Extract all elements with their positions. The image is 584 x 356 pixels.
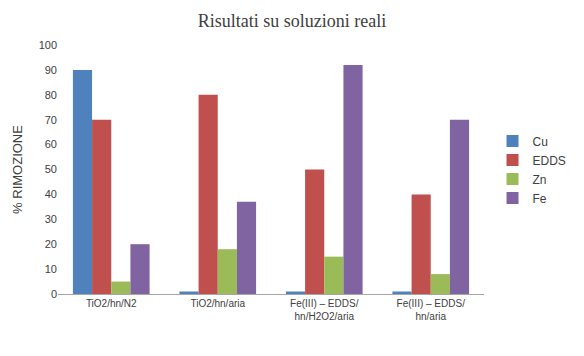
svg-text:80: 80 bbox=[45, 89, 57, 101]
svg-text:0: 0 bbox=[51, 288, 57, 300]
svg-text:EDDS: EDDS bbox=[533, 154, 566, 168]
svg-text:100: 100 bbox=[39, 39, 57, 51]
svg-text:TiO2/hn/aria: TiO2/hn/aria bbox=[190, 298, 245, 309]
svg-text:70: 70 bbox=[45, 114, 57, 126]
svg-text:Cu: Cu bbox=[533, 135, 548, 149]
svg-text:60: 60 bbox=[45, 138, 57, 150]
svg-text:Fe(III) – EDDS/hn/aria: Fe(III) – EDDS/hn/aria bbox=[397, 298, 466, 322]
svg-text:Fe: Fe bbox=[533, 192, 547, 206]
svg-text:TiO2/hn/N2: TiO2/hn/N2 bbox=[86, 298, 137, 309]
svg-text:20: 20 bbox=[45, 238, 57, 250]
svg-text:Fe(III) – EDDS/hn/H2O2/aria: Fe(III) – EDDS/hn/H2O2/aria bbox=[290, 298, 359, 322]
svg-text:50: 50 bbox=[45, 163, 57, 175]
svg-text:10: 10 bbox=[45, 263, 57, 275]
svg-text:Risultati su soluzioni reali: Risultati su soluzioni reali bbox=[198, 11, 386, 31]
svg-text:90: 90 bbox=[45, 64, 57, 76]
svg-text:Zn: Zn bbox=[533, 173, 547, 187]
svg-text:40: 40 bbox=[45, 188, 57, 200]
svg-text:% RIMOZIONE: % RIMOZIONE bbox=[10, 125, 25, 214]
svg-text:30: 30 bbox=[45, 213, 57, 225]
